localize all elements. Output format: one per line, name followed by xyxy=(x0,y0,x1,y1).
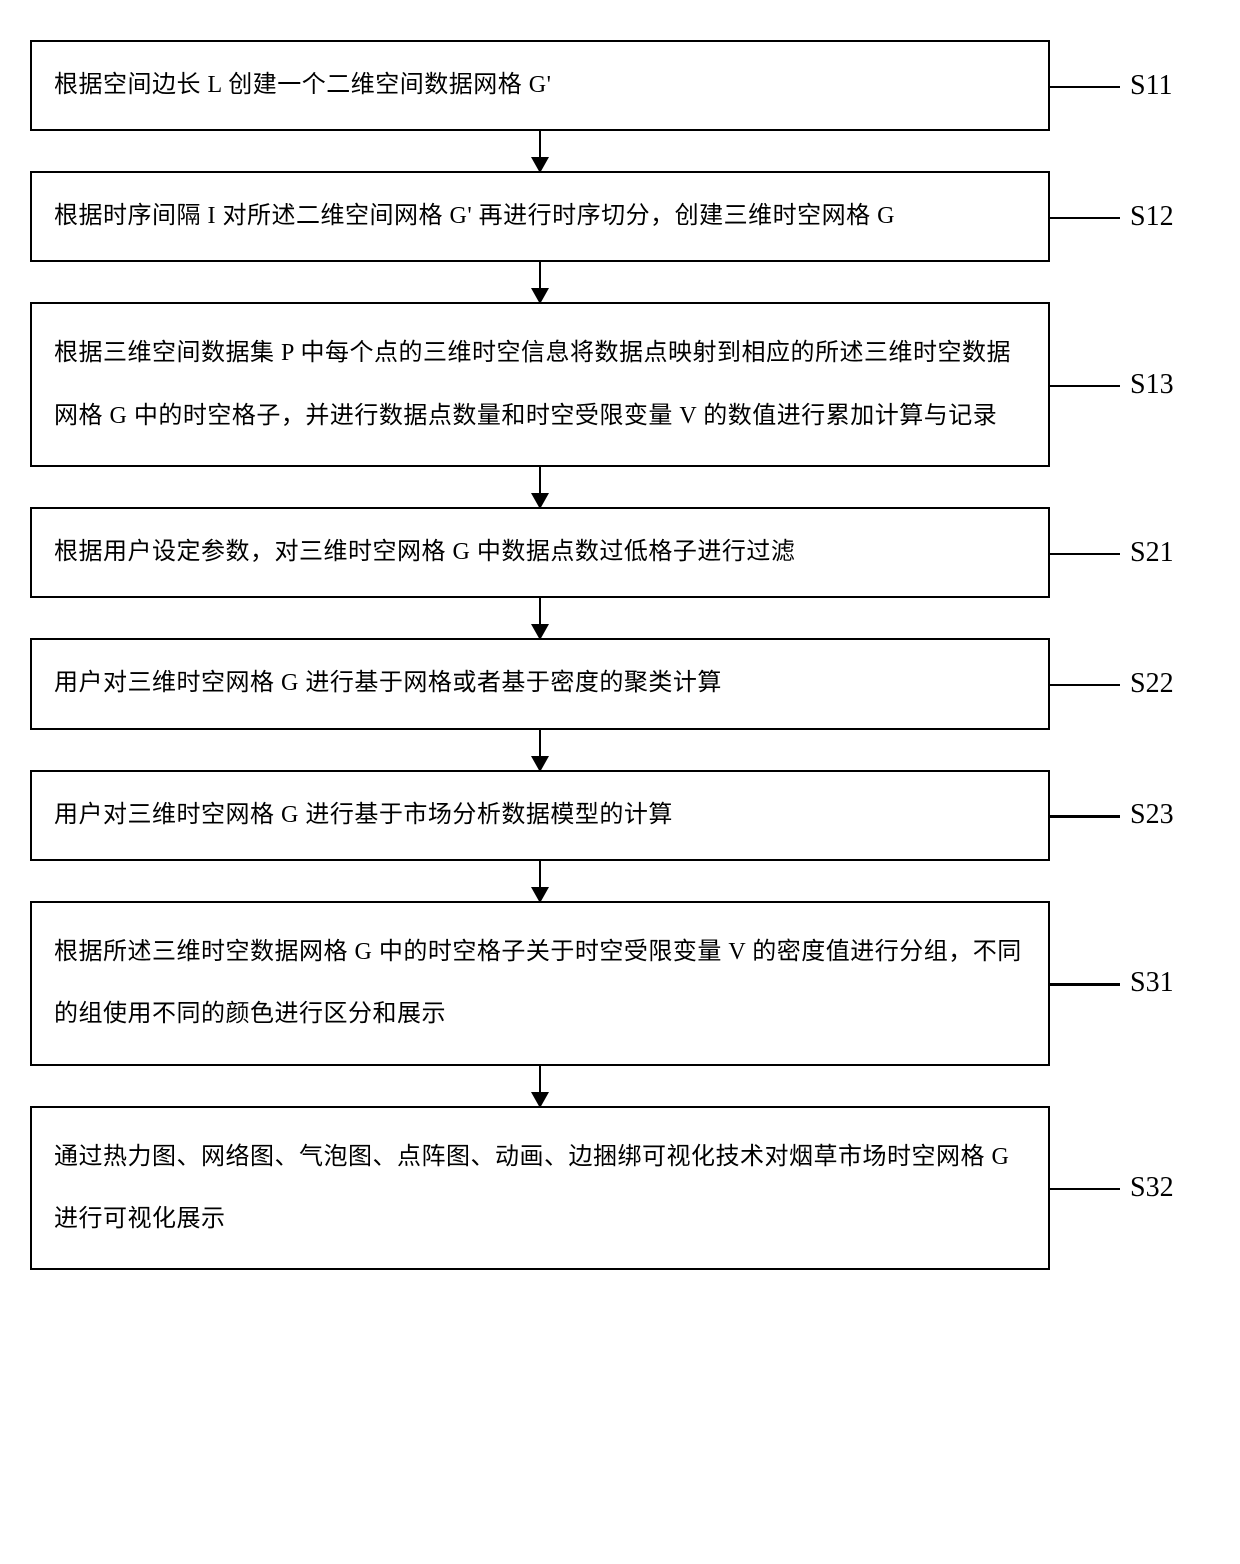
step-label: S13 xyxy=(1130,369,1240,401)
arrow-connector xyxy=(30,467,1050,507)
flowchart-container: 根据空间边长 L 创建一个二维空间数据网格 G'S11 根据时序间隔 I 对所述二… xyxy=(30,40,1210,1270)
arrow-down-icon xyxy=(539,861,542,901)
flow-step-row: 根据用户设定参数，对三维时空网格 G 中数据点数过低格子进行过滤S21 xyxy=(30,507,1210,598)
flow-step-row: 用户对三维时空网格 G 进行基于市场分析数据模型的计算S23 xyxy=(30,770,1210,861)
step-label: S23 xyxy=(1130,799,1240,831)
flow-step-box: 根据时序间隔 I 对所述二维空间网格 G' 再进行时序切分，创建三维时空网格 G xyxy=(30,171,1050,262)
arrow-down-icon xyxy=(539,262,542,302)
arrow-connector xyxy=(30,131,1050,171)
flow-step-row: 根据空间边长 L 创建一个二维空间数据网格 G'S11 xyxy=(30,40,1210,131)
step-label: S32 xyxy=(1130,1172,1240,1204)
flow-step-box: 根据所述三维时空数据网格 G 中的时空格子关于时空受限变量 V 的密度值进行分组… xyxy=(30,901,1050,1066)
arrow-connector xyxy=(30,1066,1050,1106)
step-label: S22 xyxy=(1130,668,1240,700)
flow-step-box: 用户对三维时空网格 G 进行基于市场分析数据模型的计算 xyxy=(30,770,1050,861)
step-label: S12 xyxy=(1130,201,1240,233)
flow-step-box: 根据空间边长 L 创建一个二维空间数据网格 G' xyxy=(30,40,1050,131)
label-leader-line xyxy=(1050,86,1120,89)
label-leader-line xyxy=(1050,983,1120,986)
label-leader-line xyxy=(1050,553,1120,556)
step-label: S11 xyxy=(1130,70,1240,102)
flow-step-row: 用户对三维时空网格 G 进行基于网格或者基于密度的聚类计算S22 xyxy=(30,638,1210,729)
arrow-down-icon xyxy=(539,598,542,638)
step-label: S31 xyxy=(1130,967,1240,999)
arrow-connector xyxy=(30,598,1050,638)
arrow-down-icon xyxy=(539,730,542,770)
flow-step-row: 根据所述三维时空数据网格 G 中的时空格子关于时空受限变量 V 的密度值进行分组… xyxy=(30,901,1210,1066)
arrow-down-icon xyxy=(539,1066,542,1106)
arrow-connector xyxy=(30,262,1050,302)
flow-step-row: 通过热力图、网络图、气泡图、点阵图、动画、边捆绑可视化技术对烟草市场时空网格 G… xyxy=(30,1106,1210,1271)
arrow-connector xyxy=(30,730,1050,770)
label-leader-line xyxy=(1050,684,1120,687)
flow-step-box: 用户对三维时空网格 G 进行基于网格或者基于密度的聚类计算 xyxy=(30,638,1050,729)
arrow-down-icon xyxy=(539,131,542,171)
label-leader-line xyxy=(1050,815,1120,818)
flow-step-box: 根据三维空间数据集 P 中每个点的三维时空信息将数据点映射到相应的所述三维时空数… xyxy=(30,302,1050,467)
label-leader-line xyxy=(1050,385,1120,388)
flow-step-box: 根据用户设定参数，对三维时空网格 G 中数据点数过低格子进行过滤 xyxy=(30,507,1050,598)
label-leader-line xyxy=(1050,217,1120,220)
label-leader-line xyxy=(1050,1188,1120,1191)
step-label: S21 xyxy=(1130,537,1240,569)
flow-step-row: 根据三维空间数据集 P 中每个点的三维时空信息将数据点映射到相应的所述三维时空数… xyxy=(30,302,1210,467)
arrow-connector xyxy=(30,861,1050,901)
flow-step-box: 通过热力图、网络图、气泡图、点阵图、动画、边捆绑可视化技术对烟草市场时空网格 G… xyxy=(30,1106,1050,1271)
flow-step-row: 根据时序间隔 I 对所述二维空间网格 G' 再进行时序切分，创建三维时空网格 G… xyxy=(30,171,1210,262)
arrow-down-icon xyxy=(539,467,542,507)
